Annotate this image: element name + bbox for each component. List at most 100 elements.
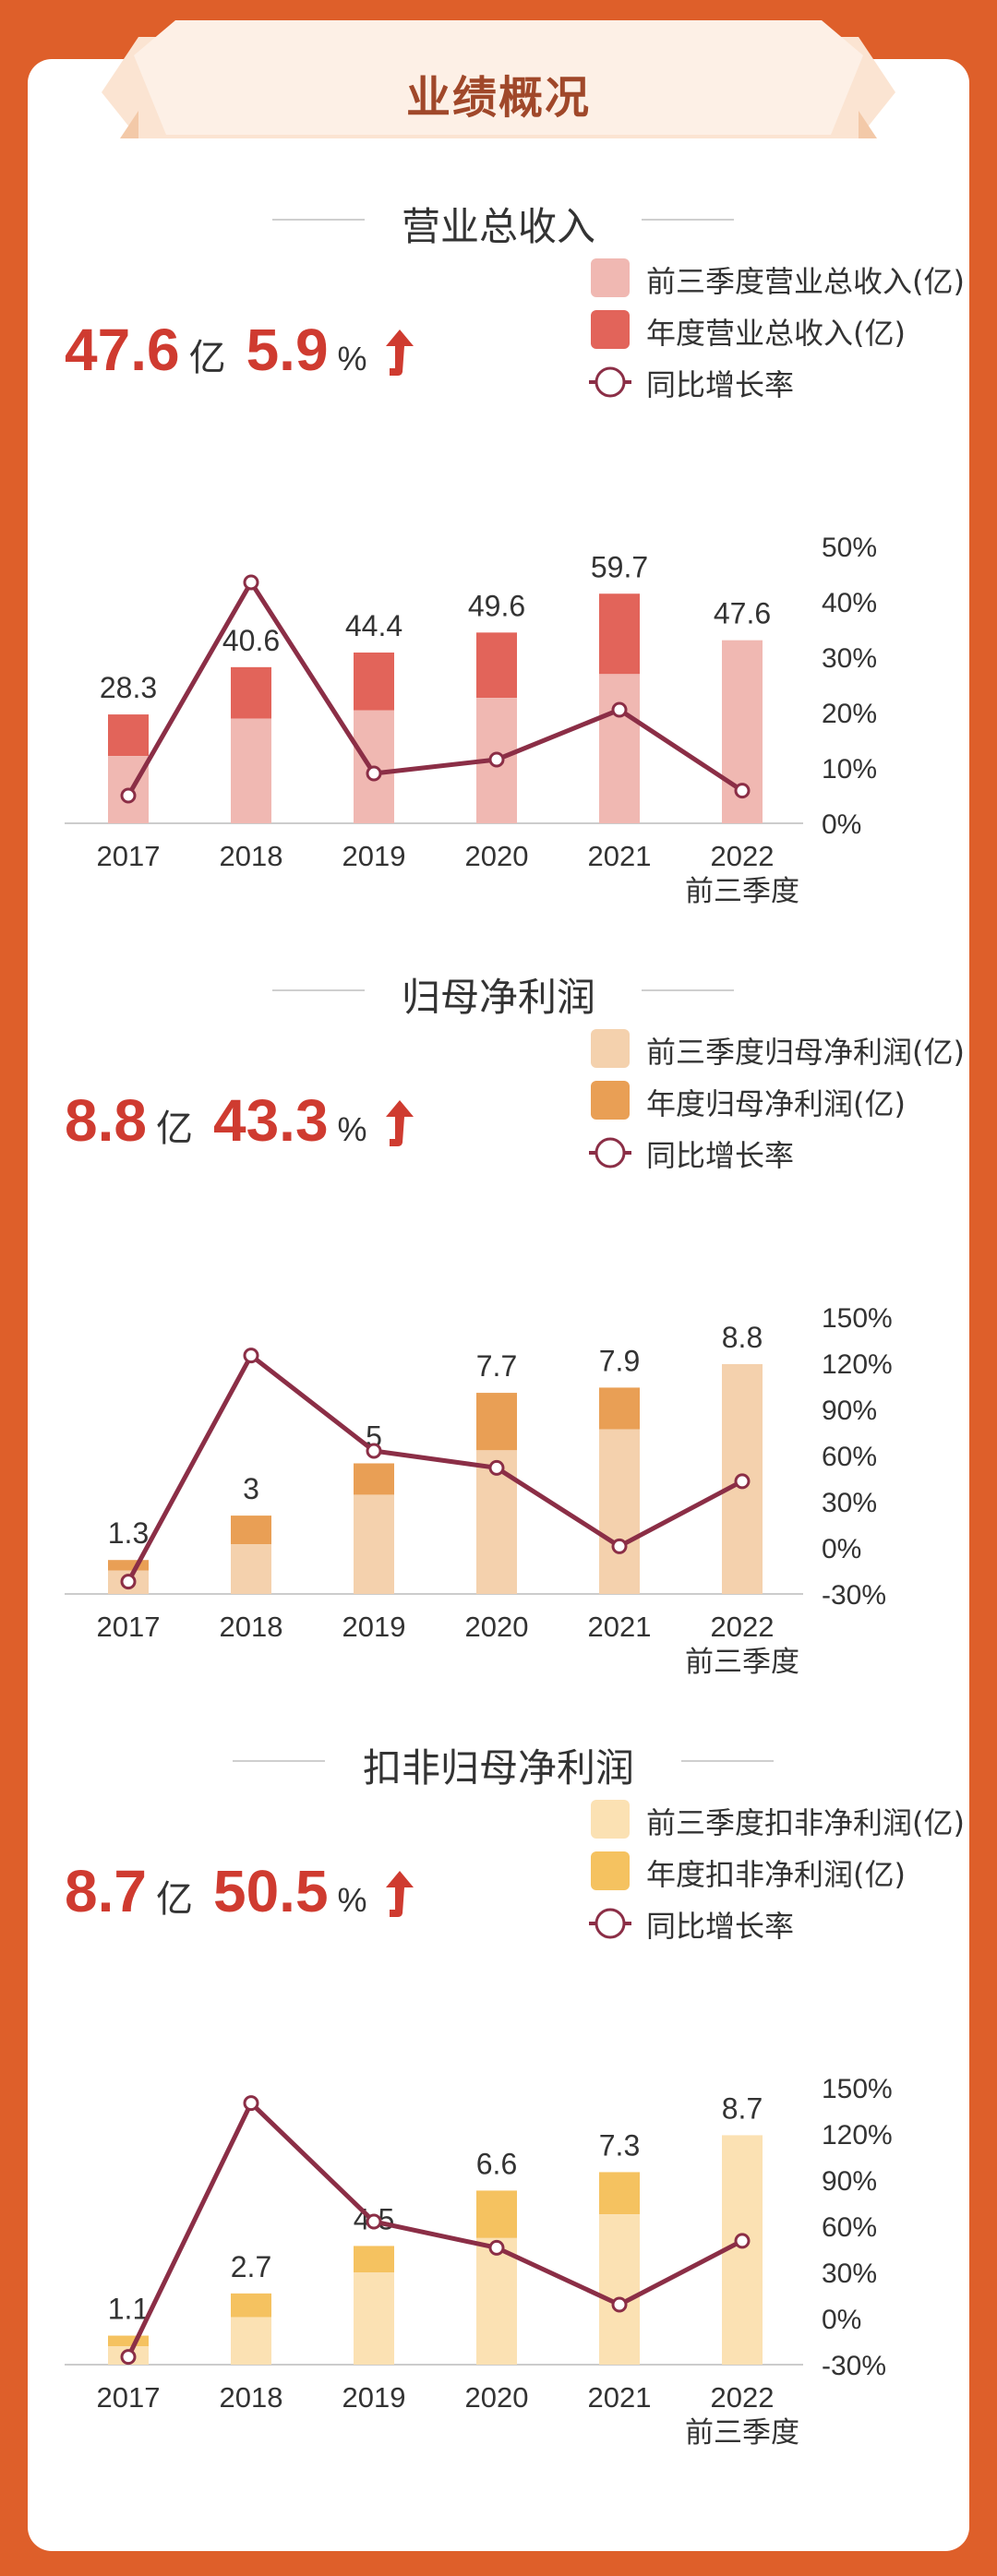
y2-tick-label: 120% — [822, 2120, 893, 2151]
header-ribbon — [102, 20, 895, 138]
legend-line-marker-icon — [589, 1908, 631, 1939]
net-profit-chart: -30%0%30%60%90%120%150%1.320173201852019… — [65, 1303, 893, 1679]
bar-annual — [476, 632, 517, 699]
y2-tick-label: 10% — [822, 754, 877, 785]
legend-swatch-q3 — [591, 258, 630, 297]
bar-value-label: 1.3 — [108, 1516, 149, 1550]
section-title: 营业总收入 — [401, 204, 595, 249]
legend-label: 前三季度归母净利润(亿) — [646, 1035, 965, 1070]
growth-point — [734, 783, 751, 799]
arrow-up-icon — [382, 1096, 417, 1153]
legend-label: 年度归母净利润(亿) — [646, 1086, 906, 1121]
bar-annual — [108, 2335, 149, 2346]
bar-annual — [231, 666, 271, 719]
bar-q3 — [599, 674, 640, 823]
legend-swatch-annual — [591, 1081, 630, 1120]
bar-annual — [476, 1393, 517, 1451]
growth-point — [488, 1459, 505, 1476]
y2-tick-label: 20% — [822, 699, 877, 729]
arrow-up-icon — [382, 326, 417, 382]
x-tick-label: 2018 — [220, 2381, 283, 2414]
section-heading: 归母净利润 — [28, 957, 969, 1022]
kpi-growth-unit: % — [337, 1110, 367, 1148]
bar-annual — [354, 653, 394, 711]
growth-point — [366, 765, 382, 782]
legend-label: 前三季度扣非净利润(亿) — [646, 1805, 965, 1840]
y2-tick-label: 30% — [822, 643, 877, 674]
kpi-value: 8.8 — [65, 1087, 147, 1154]
y2-tick-label: 90% — [822, 1396, 877, 1426]
kpi-summary: 47.6 亿 5.9% — [65, 316, 417, 384]
x-tick-label: 2019 — [342, 840, 406, 872]
bar-q3 — [599, 2214, 640, 2365]
y2-tick-label: 150% — [822, 2074, 893, 2104]
growth-point — [243, 1348, 259, 1364]
bar-annual — [108, 714, 149, 757]
bar-q3 — [599, 1429, 640, 1594]
kpi-growth: 5.9 — [246, 317, 329, 383]
page-title: 业绩概况 — [405, 72, 591, 124]
x-tick-label: 2022 — [711, 840, 775, 872]
bar-value-label: 7.7 — [476, 1349, 517, 1383]
kpi-unit: 亿 — [188, 338, 226, 378]
bar-value-label: 6.6 — [476, 2147, 517, 2180]
legend-label: 前三季度营业总收入(亿) — [646, 264, 965, 299]
kpi-growth: 43.3 — [212, 1087, 329, 1154]
growth-line — [126, 1353, 744, 1583]
x-tick-label: 2021 — [588, 1611, 652, 1643]
x-tick-sublabel: 前三季度 — [685, 875, 799, 908]
y2-tick-label: 50% — [822, 533, 877, 563]
bar-annual — [476, 2190, 517, 2238]
kpi-unit: 亿 — [155, 1108, 193, 1149]
bar-annual — [108, 1560, 149, 1571]
x-tick-label: 2021 — [588, 2381, 652, 2414]
bar-annual — [354, 1463, 394, 1495]
x-tick-label: 2020 — [465, 840, 529, 872]
growth-point — [120, 787, 137, 804]
x-tick-label: 2020 — [465, 1611, 529, 1643]
x-tick-label: 2018 — [220, 840, 283, 872]
bar-annual — [599, 1387, 640, 1430]
legend-swatch-annual — [591, 310, 630, 349]
bar-value-label: 59.7 — [591, 550, 648, 583]
growth-point — [611, 2296, 628, 2313]
deducted-profit-chart: -30%0%30%60%90%120%150%1.120172.720184.5… — [65, 2074, 893, 2450]
bar-q3 — [354, 2272, 394, 2365]
bar-annual — [231, 2293, 271, 2318]
legend-label: 同比增长率 — [646, 367, 795, 402]
x-tick-label: 2021 — [588, 840, 652, 872]
bar-value-label: 40.6 — [222, 624, 280, 657]
bar-value-label: 7.9 — [599, 1344, 640, 1377]
bar-value-label: 44.4 — [345, 609, 402, 642]
growth-point — [243, 574, 259, 591]
growth-point — [366, 1443, 382, 1459]
y2-tick-label: 30% — [822, 2258, 877, 2289]
legend-line-marker-icon — [589, 1137, 631, 1168]
arrow-up-icon — [382, 1867, 417, 1923]
y2-tick-label: -30% — [822, 1580, 886, 1611]
section-net-profit: 归母净利润 8.8 亿 43.3% 前三季度归母净利润(亿) 年度归母净利润(亿) … — [28, 957, 969, 1723]
x-tick-label: 2022 — [711, 2381, 775, 2414]
y2-tick-label: 120% — [822, 1349, 893, 1380]
kpi-unit: 亿 — [155, 1879, 193, 1920]
kpi-growth: 50.5 — [212, 1858, 329, 1924]
heading-rule-right — [681, 1760, 774, 1762]
growth-point — [488, 2239, 505, 2256]
section-revenue: 营业总收入 47.6 亿 5.9% 前三季度营业总收入(亿) 年度营业总收入(亿) … — [28, 186, 969, 953]
heading-rule-right — [642, 989, 734, 991]
bar-value-label: 7.3 — [599, 2128, 640, 2162]
growth-point — [611, 1538, 628, 1554]
x-tick-label: 2019 — [342, 1611, 406, 1643]
x-tick-sublabel: 前三季度 — [685, 1646, 799, 1679]
bar-annual — [231, 1516, 271, 1545]
y2-tick-label: 90% — [822, 2166, 877, 2197]
content-card — [28, 59, 969, 2551]
bar-q3 — [231, 2317, 271, 2365]
section-title: 归母净利润 — [401, 975, 595, 1020]
bar-value-label: 2.7 — [231, 2250, 271, 2283]
section-deducted-profit: 扣非归母净利润 8.7 亿 50.5% 前三季度扣非净利润(亿) 年度扣非净利润(亿… — [28, 1728, 969, 2494]
x-tick-label: 2018 — [220, 1611, 283, 1643]
growth-point — [243, 2095, 259, 2112]
bar-value-label: 3 — [243, 1472, 259, 1505]
heading-rule-right — [642, 219, 734, 221]
